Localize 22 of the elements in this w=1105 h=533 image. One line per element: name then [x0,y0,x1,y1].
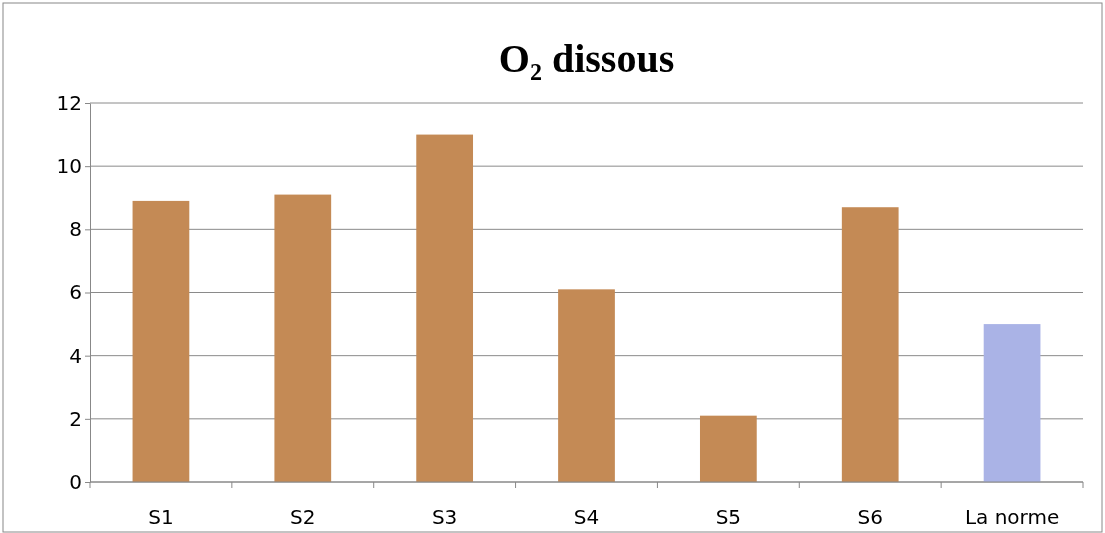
bar [699,415,757,482]
y-tick-label: 10 [56,154,82,179]
y-tick-label: 4 [69,343,82,368]
bar [558,289,615,482]
x-tick-label: S5 [715,505,742,529]
x-tick-label: La norme [964,505,1060,529]
bar [132,200,190,482]
x-tick-label: S2 [290,505,316,529]
y-tick-label: 6 [69,280,82,305]
x-tick-label: S1 [148,505,174,529]
x-tick-label: S4 [573,505,600,529]
y-tick-label: 2 [69,406,82,431]
y-tick-label: 12 [56,90,82,115]
y-tick-label: 8 [69,217,82,242]
chart-title: O₂ dissous [498,36,675,81]
bar [841,207,899,482]
x-tick-label: S6 [857,505,883,529]
bar [983,324,1041,482]
bar [416,134,474,482]
bar [274,194,332,482]
x-tick-label: S3 [431,505,458,529]
y-tick-label: 0 [69,469,82,494]
